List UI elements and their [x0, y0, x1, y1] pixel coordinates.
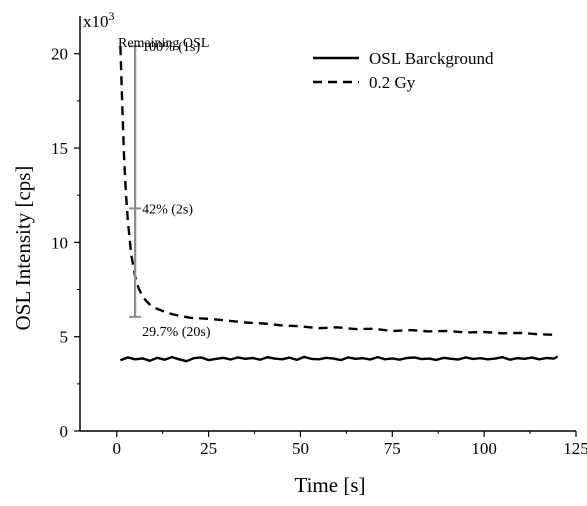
series-line-dose: [119, 46, 558, 336]
series: [119, 46, 559, 363]
x-tick-label: 75: [384, 439, 401, 458]
legend: OSL Barckground 0.2 Gy: [313, 49, 494, 92]
y-tick-label: 10: [51, 233, 68, 252]
y-tick-label: 15: [51, 139, 68, 158]
legend-label: 0.2 Gy: [369, 73, 416, 92]
y-multiplier-exponent: 3: [109, 9, 115, 23]
remaining-osl-annotation: 100% (1s) 42% (2s) 29.7% (20s) Remaining OS…: [118, 36, 211, 340]
y-tick-label: 5: [60, 328, 69, 347]
remaining-osl-label: 29.7% (20s): [142, 325, 211, 340]
x-tick-label: 25: [200, 439, 217, 458]
y-tick-label: 0: [60, 422, 69, 441]
remaining-osl-title: Remaining OSL: [118, 36, 209, 51]
remaining-osl-label: 100% (1s): [142, 40, 200, 55]
series-line-background: [119, 355, 559, 363]
x-tick-label: 100: [471, 439, 497, 458]
x-tick-label: 125: [563, 439, 587, 458]
legend-label: OSL Barckground: [369, 49, 494, 68]
y-multiplier-label: x103: [83, 9, 115, 31]
x-axis-title: Time [s]: [295, 473, 366, 497]
y-tick-label: 20: [51, 45, 68, 64]
axes: [79, 16, 576, 432]
x-tick-label: 0: [112, 439, 121, 458]
ticks: 0 25 50 75 100 125 0 5 10 15 20: [51, 45, 587, 458]
x-tick-label: 50: [292, 439, 309, 458]
y-axis-title: OSL Intensity [cps]: [11, 166, 35, 331]
remaining-osl-label: 42% (2s): [142, 202, 193, 217]
